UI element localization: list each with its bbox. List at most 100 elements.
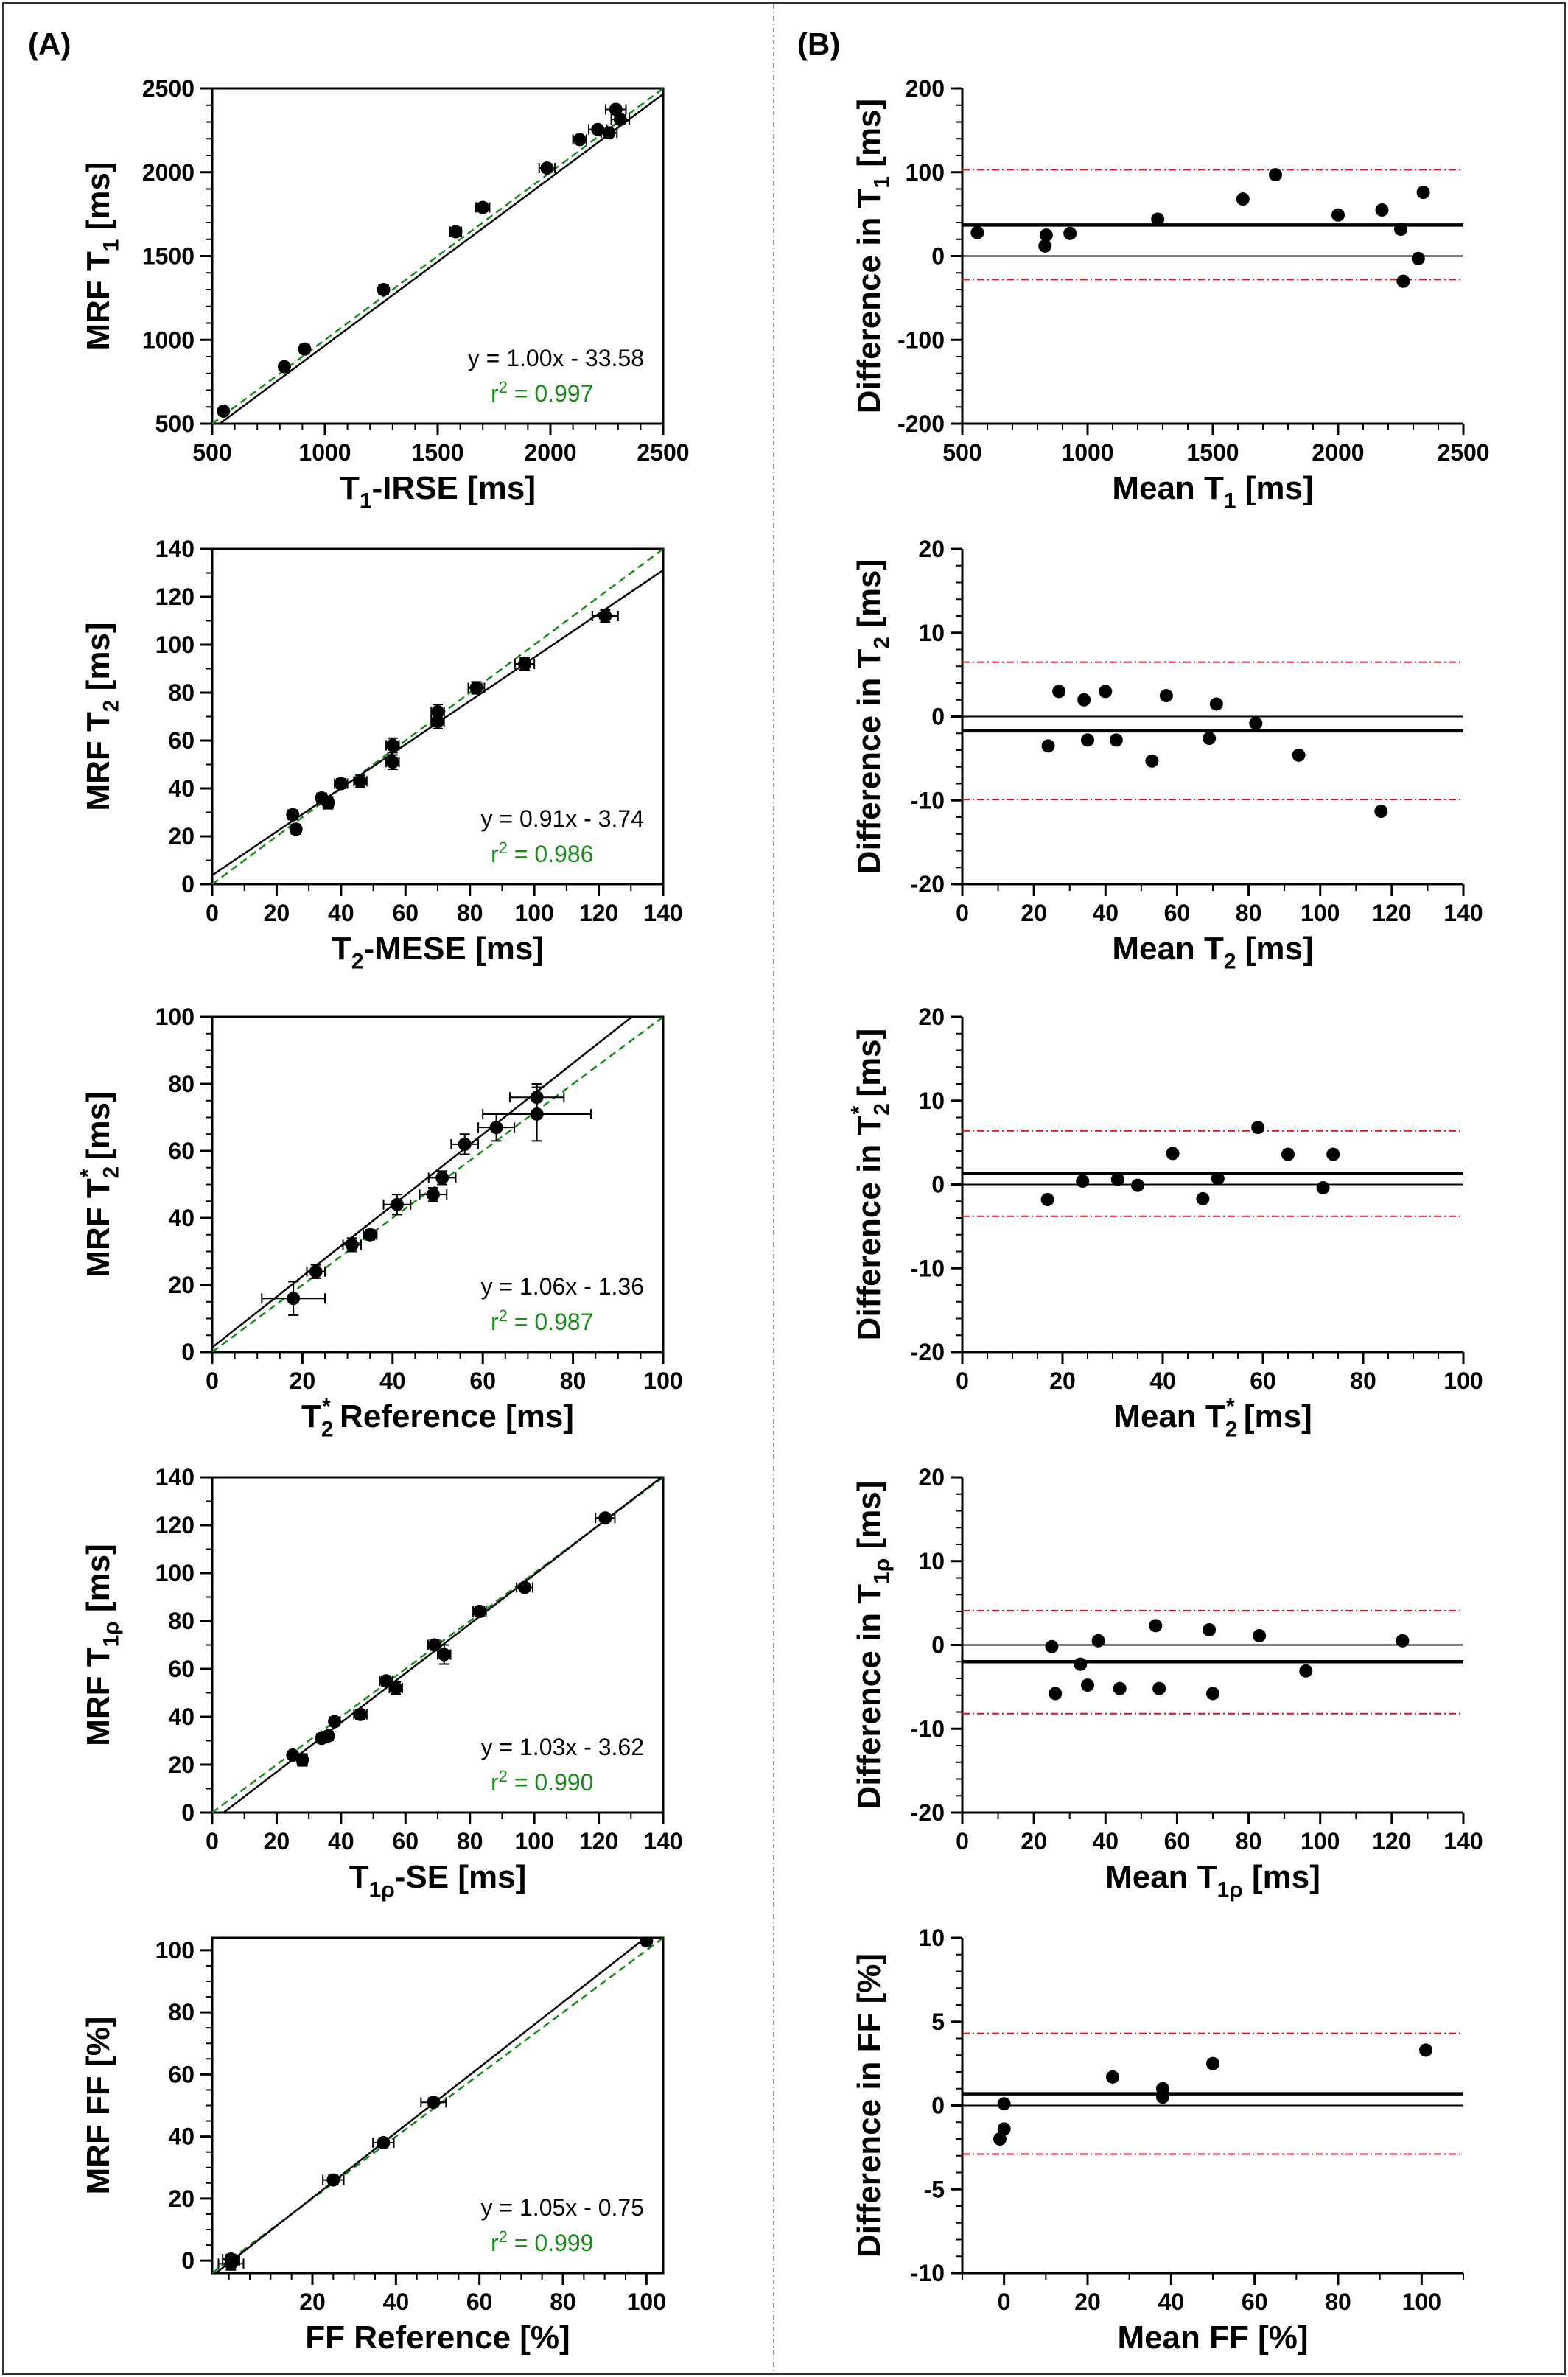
x-tick-label: 100 bbox=[514, 1828, 553, 1855]
r-squared-text: r2 = 0.987 bbox=[491, 1306, 593, 1335]
x-tick-label: 1000 bbox=[298, 439, 351, 466]
data-point bbox=[1040, 1192, 1054, 1206]
x-tick-label: 120 bbox=[579, 900, 618, 926]
x-tick-label: 60 bbox=[469, 1368, 496, 1394]
x-axis-label: Mean FF [%] bbox=[1117, 2320, 1308, 2356]
y-tick-label: 20 bbox=[918, 1004, 945, 1030]
data-point bbox=[602, 126, 616, 140]
data-point bbox=[458, 1137, 472, 1151]
y-tick-label: 10 bbox=[918, 1088, 945, 1114]
data-point bbox=[1203, 732, 1217, 746]
x-axis-label: T2-MESE [ms] bbox=[332, 931, 544, 973]
data-point bbox=[598, 609, 612, 623]
x-tick-label: 80 bbox=[550, 2289, 576, 2315]
data-point bbox=[1110, 1172, 1124, 1186]
x-tick-label: 20 bbox=[264, 1828, 290, 1855]
data-point bbox=[345, 1238, 359, 1252]
data-point bbox=[1292, 748, 1306, 762]
data-point bbox=[217, 404, 231, 418]
x-axis-label: T2* Reference [ms] bbox=[301, 1395, 574, 1442]
x-tick-label: 80 bbox=[457, 900, 483, 926]
data-point bbox=[426, 1188, 440, 1202]
y-tick-label: 20 bbox=[168, 1272, 195, 1298]
y-tick-label: 140 bbox=[155, 536, 195, 562]
data-point bbox=[377, 2136, 391, 2150]
y-tick-label: 0 bbox=[181, 1799, 195, 1826]
x-tick-label: 20 bbox=[1021, 1828, 1047, 1855]
y-tick-label: 5 bbox=[931, 2009, 945, 2035]
data-point bbox=[295, 1753, 309, 1767]
data-point bbox=[427, 1638, 441, 1652]
y-tick-label: 2500 bbox=[142, 75, 195, 102]
y-axis-label: MRF T2* [ms] bbox=[77, 1091, 124, 1277]
y-tick-label: 100 bbox=[155, 1004, 195, 1030]
data-point bbox=[1038, 239, 1052, 253]
y-tick-label: 0 bbox=[931, 243, 945, 270]
x-axis-label: Mean T2* [ms] bbox=[1113, 1395, 1312, 1442]
data-point bbox=[1253, 1628, 1267, 1642]
x-tick-label: 20 bbox=[290, 1368, 316, 1394]
y-tick-label: 10 bbox=[918, 620, 945, 646]
plot-area bbox=[962, 168, 1463, 288]
y-tick-label: 20 bbox=[918, 536, 945, 562]
data-point bbox=[997, 2097, 1011, 2111]
x-tick-label: 100 bbox=[1443, 1368, 1483, 1394]
data-point bbox=[354, 1707, 368, 1721]
panel-label-a: (A) bbox=[28, 27, 71, 61]
y-tick-label: 10 bbox=[918, 1925, 945, 1951]
x-tick-label: 40 bbox=[328, 900, 354, 926]
y-axis-label: Difference in T2* [ms] bbox=[847, 1029, 895, 1341]
y-axis-label: Difference in T1ρ [ms] bbox=[851, 1481, 894, 1810]
x-tick-label: 100 bbox=[643, 1368, 682, 1394]
data-point bbox=[1156, 2082, 1169, 2096]
x-tick-label: 0 bbox=[206, 900, 219, 926]
data-point bbox=[1166, 1147, 1180, 1161]
data-point bbox=[1109, 733, 1123, 747]
data-point bbox=[1106, 2070, 1119, 2084]
data-point bbox=[1081, 733, 1094, 747]
data-point bbox=[609, 102, 623, 116]
plot-area bbox=[212, 1017, 663, 1352]
y-tick-label: 1000 bbox=[142, 326, 195, 353]
x-tick-label: 120 bbox=[1372, 1828, 1411, 1855]
y-tick-label: 20 bbox=[168, 823, 195, 850]
x-tick-label: 0 bbox=[956, 1828, 969, 1855]
y-axis-label: MRF FF [%] bbox=[80, 2017, 116, 2195]
y-tick-label: 0 bbox=[931, 704, 945, 730]
y-tick-label: 40 bbox=[168, 2124, 195, 2150]
y-tick-label: 500 bbox=[155, 410, 195, 437]
identity-line bbox=[212, 88, 663, 424]
data-point bbox=[1206, 1687, 1219, 1701]
y-tick-label: 80 bbox=[168, 1071, 195, 1097]
x-tick-label: 0 bbox=[956, 1368, 969, 1394]
x-tick-label: 40 bbox=[1158, 2289, 1185, 2315]
data-point bbox=[591, 122, 605, 136]
x-tick-label: 140 bbox=[1443, 900, 1483, 926]
x-tick-label: 60 bbox=[1250, 1368, 1276, 1394]
data-point bbox=[518, 1580, 532, 1594]
y-tick-label: -5 bbox=[924, 2176, 945, 2202]
y-tick-label: 0 bbox=[931, 2093, 945, 2119]
chart-a-1: 0 20 40 60 80 100 120 140 0 20 40 60 80 100 120 140 T2-M… bbox=[80, 536, 683, 973]
x-axis-label: Mean T2 [ms] bbox=[1112, 931, 1313, 973]
data-point bbox=[1374, 805, 1388, 819]
data-point bbox=[1326, 1147, 1340, 1161]
x-tick-label: 0 bbox=[206, 1368, 219, 1394]
data-point bbox=[427, 2096, 441, 2110]
y-axis-label: MRF T1 [ms] bbox=[80, 161, 123, 350]
x-tick-label: 140 bbox=[1443, 1828, 1483, 1855]
x-tick-label: 80 bbox=[1325, 2289, 1351, 2315]
data-point bbox=[530, 1107, 544, 1121]
x-tick-label: 2500 bbox=[1437, 439, 1489, 466]
x-axis-label: T1-IRSE [ms] bbox=[340, 470, 536, 513]
data-point bbox=[1099, 685, 1113, 699]
y-tick-label: 60 bbox=[168, 1138, 195, 1164]
data-point bbox=[970, 225, 984, 239]
data-point bbox=[1131, 1178, 1144, 1192]
x-tick-label: 40 bbox=[379, 1368, 406, 1394]
x-axis-label: Mean T1 [ms] bbox=[1112, 470, 1313, 513]
x-tick-label: 500 bbox=[192, 439, 231, 466]
data-point bbox=[613, 113, 627, 127]
y-tick-label: 200 bbox=[906, 75, 945, 102]
